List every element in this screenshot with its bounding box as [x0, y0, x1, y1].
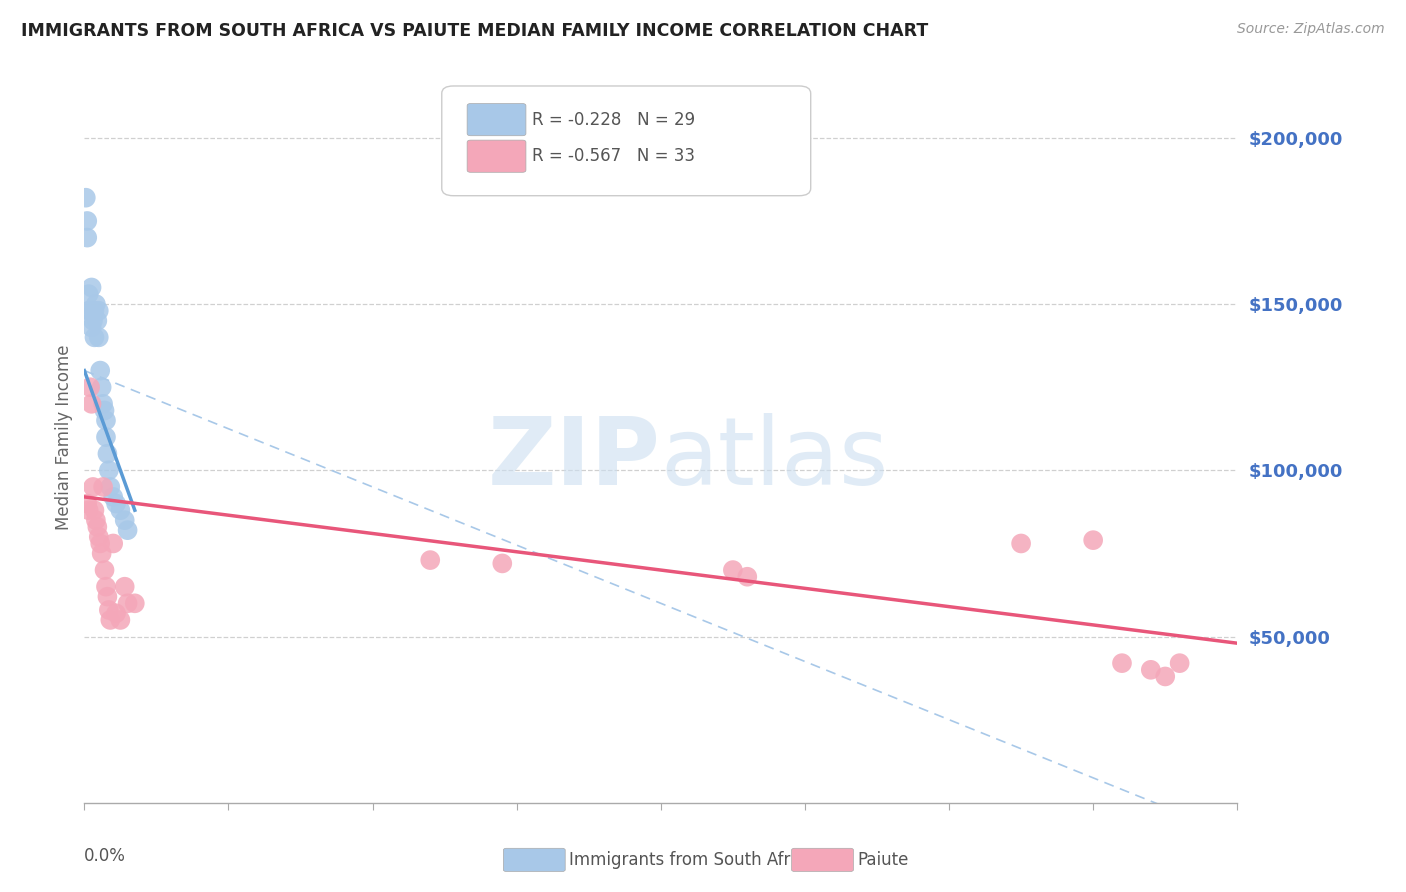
- Point: [103, 536, 124, 550]
- Point: [96, 447, 118, 461]
- Point: [117, 523, 139, 537]
- Point: [86, 314, 108, 328]
- Point: [86, 520, 108, 534]
- Point: [87, 303, 110, 318]
- Text: atlas: atlas: [661, 413, 889, 505]
- Point: [94, 580, 117, 594]
- FancyBboxPatch shape: [467, 103, 526, 136]
- Point: [105, 607, 128, 621]
- Point: [79, 303, 101, 318]
- Text: Immigrants from South Africa: Immigrants from South Africa: [569, 851, 814, 869]
- Point: [110, 503, 132, 517]
- Text: Source: ZipAtlas.com: Source: ZipAtlas.com: [1237, 22, 1385, 37]
- Point: [96, 590, 118, 604]
- Point: [90, 380, 112, 394]
- Point: [1083, 533, 1105, 548]
- FancyBboxPatch shape: [467, 140, 526, 172]
- Point: [87, 330, 110, 344]
- Point: [114, 513, 136, 527]
- Y-axis label: Median Family Income: Median Family Income: [55, 344, 73, 530]
- Point: [117, 596, 139, 610]
- Point: [1010, 536, 1032, 550]
- Point: [76, 214, 98, 228]
- Point: [419, 553, 441, 567]
- Point: [77, 287, 100, 301]
- Point: [90, 546, 112, 560]
- Point: [89, 363, 111, 377]
- Point: [721, 563, 744, 577]
- Point: [737, 570, 759, 584]
- Text: IMMIGRANTS FROM SOUTH AFRICA VS PAIUTE MEDIAN FAMILY INCOME CORRELATION CHART: IMMIGRANTS FROM SOUTH AFRICA VS PAIUTE M…: [21, 22, 928, 40]
- Text: R = -0.567   N = 33: R = -0.567 N = 33: [531, 147, 695, 165]
- Point: [84, 513, 107, 527]
- Text: R = -0.228   N = 29: R = -0.228 N = 29: [531, 111, 695, 128]
- Point: [124, 596, 146, 610]
- Text: 0.0%: 0.0%: [84, 847, 127, 864]
- Point: [103, 490, 124, 504]
- Point: [1111, 656, 1133, 670]
- Point: [110, 613, 132, 627]
- Point: [82, 314, 104, 328]
- Point: [1140, 663, 1163, 677]
- Point: [1154, 669, 1177, 683]
- Point: [77, 303, 100, 318]
- Point: [79, 380, 101, 394]
- Point: [80, 397, 103, 411]
- Point: [83, 303, 105, 318]
- Point: [77, 503, 100, 517]
- Point: [94, 430, 117, 444]
- Point: [75, 191, 97, 205]
- Point: [93, 563, 115, 577]
- Point: [83, 330, 105, 344]
- Point: [97, 463, 120, 477]
- Point: [114, 580, 136, 594]
- Point: [87, 530, 110, 544]
- Point: [76, 230, 98, 244]
- Point: [98, 613, 121, 627]
- Point: [91, 480, 114, 494]
- Point: [97, 603, 120, 617]
- Point: [93, 403, 115, 417]
- Point: [83, 503, 105, 517]
- Point: [76, 497, 98, 511]
- Point: [94, 413, 117, 427]
- Point: [105, 497, 128, 511]
- Point: [491, 557, 513, 571]
- FancyBboxPatch shape: [441, 86, 811, 195]
- Text: Paiute: Paiute: [858, 851, 910, 869]
- Point: [1168, 656, 1191, 670]
- Point: [98, 480, 121, 494]
- Point: [82, 480, 104, 494]
- Point: [80, 280, 103, 294]
- Text: ZIP: ZIP: [488, 413, 661, 505]
- Point: [80, 320, 103, 334]
- Point: [89, 536, 111, 550]
- Point: [91, 397, 114, 411]
- Point: [84, 297, 107, 311]
